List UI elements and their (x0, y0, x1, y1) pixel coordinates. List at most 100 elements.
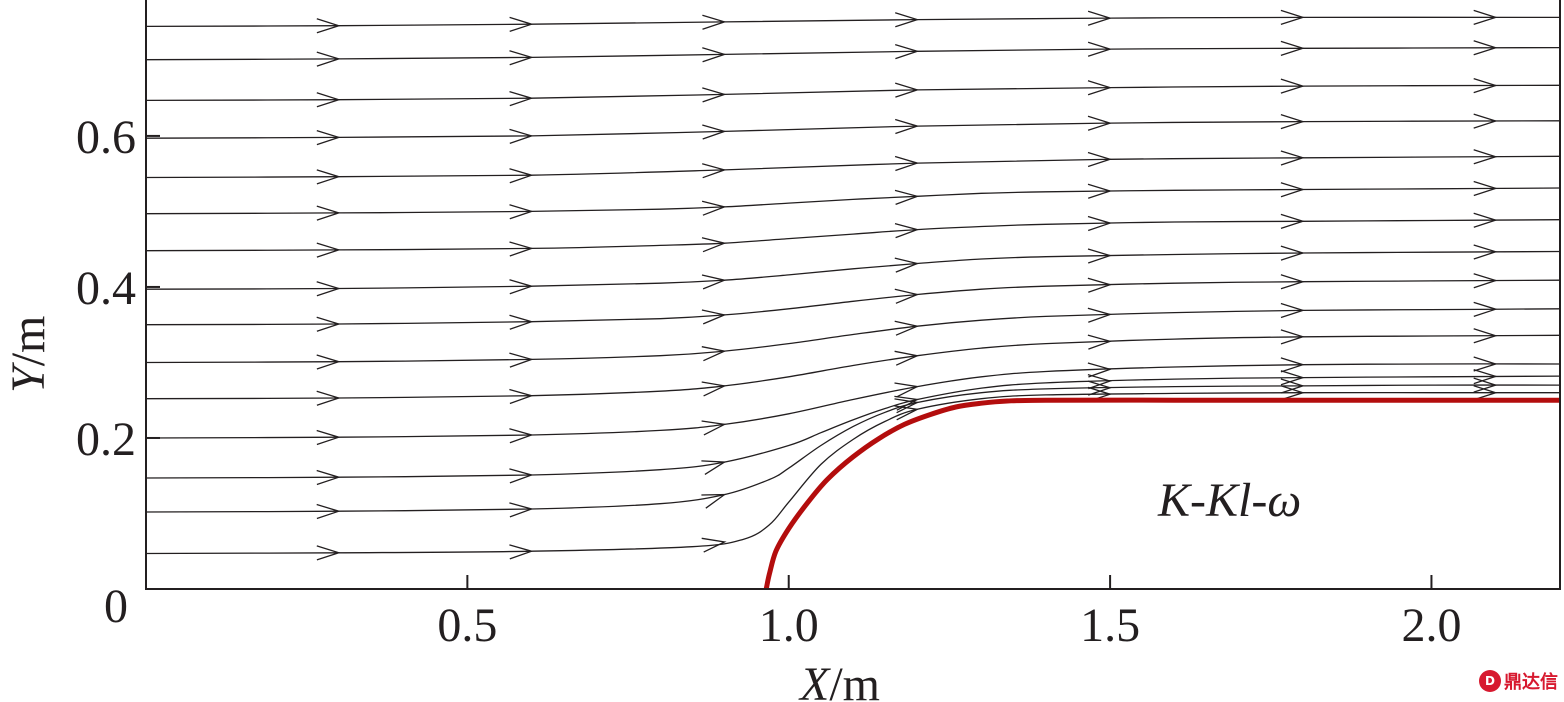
streamline-arrow (1087, 10, 1113, 26)
streamline-5 (145, 334, 1561, 400)
streamline-arrow (894, 398, 920, 414)
watermark-text: 鼎达信 (1504, 672, 1558, 693)
streamline-arrow (1280, 113, 1306, 130)
y-axis-unit: /m (2, 316, 55, 367)
streamline-arrow (316, 169, 341, 185)
streamline-arrow (1087, 248, 1113, 264)
streamline-arrow (316, 429, 341, 446)
streamlines-layer (145, 16, 1561, 555)
streamline-arrow (1087, 362, 1113, 378)
streamline-arrow (509, 241, 534, 257)
x-tick-label: 1.5 (1080, 599, 1140, 652)
y-axis-label: Y/m (2, 316, 55, 393)
streamline-arrow (1473, 328, 1498, 344)
streamline-arrow (1473, 244, 1498, 260)
streamline-arrow (702, 14, 727, 30)
streamline-arrow (701, 200, 727, 216)
streamline-arrow (509, 388, 534, 405)
streamline-11 (145, 155, 1561, 179)
streamline-arrow (509, 16, 534, 33)
streamline-arrow (894, 350, 920, 366)
model-annotation: K-Kl-ω (1157, 474, 1301, 527)
streamline-arrow (1280, 150, 1306, 166)
streamline-arrow (1473, 113, 1498, 129)
x-axis-symbol: X (798, 658, 831, 702)
ticks-layer (146, 134, 1433, 589)
plot-frame (145, 0, 1561, 590)
streamline-arrow (1473, 9, 1498, 26)
streamline-arrow (509, 468, 534, 484)
streamline-arrow (1280, 378, 1306, 394)
streamline-6 (145, 308, 1561, 364)
streamline-arrow (1280, 78, 1306, 94)
streamline-arrow (701, 460, 727, 475)
streamline-arrow (1087, 307, 1113, 323)
streamline-arrow (316, 51, 341, 67)
streamline-arrow (702, 163, 727, 179)
streamline-arrow (1280, 182, 1306, 198)
streamline-arrow (1087, 334, 1113, 350)
streamline-arrow (316, 503, 341, 520)
streamline-12 (145, 120, 1561, 139)
watermark-logo-icon: D (1479, 670, 1501, 692)
streamline-arrow (509, 352, 534, 368)
streamline-arrow (1280, 357, 1306, 373)
streamline-arrow (1280, 302, 1306, 319)
streamline-arrow (509, 544, 534, 560)
streamline-13 (145, 84, 1561, 102)
y-axis-symbol: Y (2, 362, 55, 393)
streamline-arrow (1473, 77, 1498, 94)
streamline-arrow (894, 189, 920, 206)
streamline-arrow (1087, 373, 1113, 390)
streamline-arrow (509, 50, 534, 66)
streamline-1 (145, 391, 1560, 555)
streamline-arrow (701, 274, 727, 290)
streamline-arrow (509, 90, 534, 107)
streamline-arrow (702, 47, 727, 63)
streamline-arrow (701, 237, 727, 253)
streamline-arrow (1280, 245, 1306, 261)
streamline-arrow (316, 390, 341, 406)
streamline-arrow (1473, 149, 1498, 165)
streamline-arrow (894, 155, 920, 172)
streamline-arrow (316, 545, 341, 561)
tick-labels-layer: 0.5 1.0 1.5 2.0 0.2 0.4 0.6 (76, 111, 1461, 652)
streamline-arrow (1280, 385, 1306, 401)
streamline-arrow (1087, 380, 1113, 396)
streamline-arrow (894, 320, 920, 336)
streamline-arrow (316, 92, 341, 108)
x-axis-unit: /m (829, 658, 880, 702)
streamline-arrow (894, 288, 920, 304)
streamline-arrow (1280, 213, 1306, 230)
streamline-2 (145, 384, 1561, 513)
streamline-arrow (702, 124, 727, 140)
origin-label: 0 (104, 580, 128, 633)
streamline-arrow (316, 316, 341, 332)
streamline-14 (145, 46, 1561, 61)
streamline-arrow (1280, 274, 1306, 290)
streamline-arrow (895, 118, 920, 135)
x-axis-label: X/m (798, 658, 880, 702)
streamline-arrow (1473, 377, 1498, 393)
wall-contour (763, 397, 1560, 590)
y-tick-label: 0.2 (76, 413, 136, 466)
streamline-10 (145, 187, 1561, 215)
streamline-arrow (1087, 80, 1113, 96)
streamline-arrow (701, 381, 727, 397)
streamline-arrow (316, 242, 341, 258)
streamline-arrow (509, 428, 534, 444)
streamline-arrow (894, 222, 920, 239)
streamline-arrow (509, 314, 534, 330)
y-tick-label: 0.4 (76, 262, 136, 315)
streamline-arrow (509, 502, 534, 518)
streamline-8 (145, 250, 1561, 290)
streamline-arrow (1280, 329, 1306, 345)
streamline-arrow (316, 205, 341, 221)
streamline-arrow (316, 18, 341, 34)
streamline-arrow (316, 469, 341, 486)
streamline-arrow (316, 129, 341, 146)
x-tick-label: 2.0 (1401, 599, 1461, 652)
streamline-arrow (509, 128, 534, 145)
streamline-arrow (1087, 151, 1113, 168)
